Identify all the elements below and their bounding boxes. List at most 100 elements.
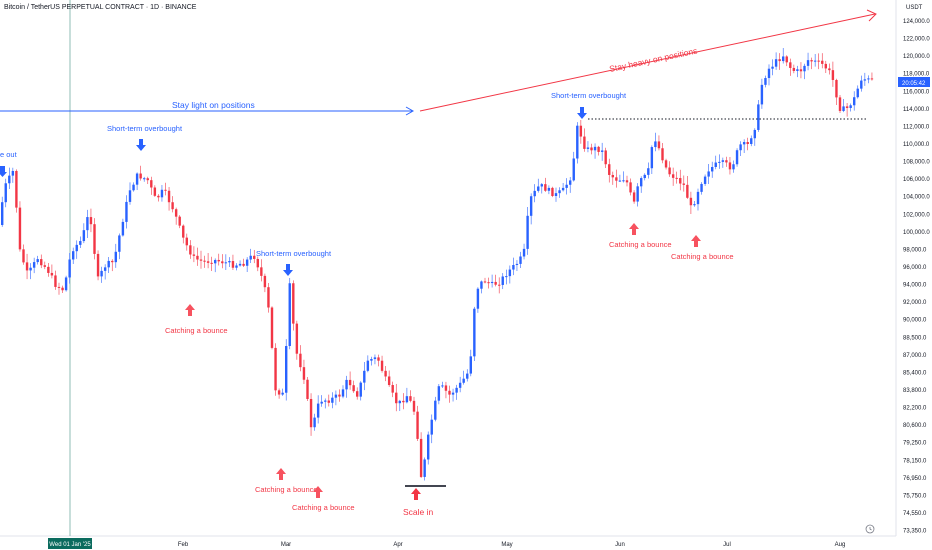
candle-body	[831, 70, 835, 80]
x-tick-label: Apr	[393, 542, 402, 548]
candle-body	[569, 180, 572, 185]
candle-body	[728, 162, 732, 170]
candle-body	[782, 56, 785, 62]
candle-body	[96, 253, 100, 277]
candle-body	[150, 180, 153, 188]
y-tick-label: 120,000.0	[903, 54, 930, 60]
candle-body	[210, 262, 213, 264]
candle-body	[853, 97, 856, 106]
candle-body	[700, 183, 703, 192]
candle-body	[622, 180, 625, 182]
red-up-arrow-icon	[276, 468, 286, 480]
svg-text:Catching a bounce: Catching a bounce	[671, 252, 734, 261]
candle-body	[79, 241, 82, 245]
candle-body	[565, 184, 568, 188]
candle-body	[189, 245, 192, 255]
candle-body	[47, 266, 50, 273]
candle-body	[664, 160, 668, 168]
timezone-icon[interactable]	[865, 524, 875, 534]
candle-body	[647, 168, 650, 175]
y-tick-label: 98,000.0	[903, 247, 927, 253]
candle-body	[597, 146, 600, 152]
price-axis[interactable]	[896, 0, 932, 550]
candle-body	[327, 400, 330, 403]
candle-body	[480, 281, 483, 289]
candle-body	[299, 353, 302, 368]
candle-body	[40, 259, 43, 266]
candle-body	[466, 373, 469, 379]
candle-body	[405, 396, 409, 403]
candle-body	[135, 173, 139, 185]
plot-area[interactable]	[0, 0, 896, 536]
candle-body	[54, 275, 57, 287]
candle-body	[387, 376, 391, 386]
candle-body	[43, 265, 46, 267]
timezone-icon-hands	[869, 527, 872, 531]
candle-body	[125, 201, 128, 222]
candle-body	[650, 147, 654, 169]
candle-body	[316, 403, 320, 418]
candle-body	[231, 261, 235, 268]
y-tick-label: 87,000.0	[903, 353, 927, 359]
candle-body	[402, 400, 405, 403]
candle-body	[118, 235, 121, 252]
candle-body	[757, 104, 760, 130]
candle-body	[235, 265, 238, 268]
y-tick-label: 90,000.0	[903, 318, 927, 324]
candle-body	[540, 184, 543, 187]
candle-body	[444, 385, 448, 391]
candle-body	[423, 459, 426, 477]
candle-body	[604, 150, 607, 165]
candle-body	[245, 259, 249, 266]
candle-body	[309, 398, 313, 428]
svg-text:e out: e out	[0, 150, 18, 159]
candle-body	[636, 186, 639, 202]
red-up-arrow-icon	[185, 304, 195, 316]
y-tick-label: 94,000.0	[903, 283, 927, 289]
candle-body	[561, 187, 565, 191]
candle-body	[522, 248, 526, 257]
candle-body	[363, 370, 366, 383]
candle-body	[455, 387, 458, 393]
candle-body	[721, 160, 725, 162]
candle-body	[554, 193, 558, 196]
y-tick-label: 104,000.0	[903, 195, 930, 201]
candle-body	[618, 180, 622, 182]
candle-body	[558, 190, 561, 194]
candle-body	[206, 261, 210, 263]
candle-body	[671, 174, 675, 178]
blue-down-arrow-icon	[0, 166, 7, 177]
y-tick-label: 76,950.0	[903, 476, 927, 482]
y-tick-label: 112,000.0	[903, 124, 930, 130]
stay-light-label: Stay light on positions	[172, 100, 255, 110]
annotation-bounce-2: Catching a bounce	[255, 468, 318, 494]
candle-body	[625, 180, 629, 183]
candle-body	[228, 261, 231, 263]
candle-body	[640, 178, 643, 187]
candle-body	[732, 164, 735, 170]
candle-body	[434, 400, 437, 420]
candle-body	[572, 158, 575, 181]
candle-body	[111, 260, 114, 263]
candle-body	[586, 147, 590, 149]
candle-body	[813, 60, 817, 62]
y-tick-label: 79,250.0	[903, 441, 927, 447]
candle-body	[380, 360, 384, 371]
candle-body	[352, 385, 355, 392]
candle-body	[838, 97, 842, 111]
candle-body	[476, 288, 480, 309]
candle-body	[760, 84, 764, 105]
x-tick-label: Mar	[281, 542, 291, 548]
candle-body	[441, 385, 444, 387]
y-tick-label: 73,350.0	[903, 529, 927, 535]
candle-body	[57, 286, 61, 288]
blue-down-arrow-icon	[283, 264, 293, 276]
x-tick-label: Wed 01 Jan '25	[49, 542, 91, 548]
x-tick-label: Jul	[723, 542, 731, 548]
candle-body	[214, 259, 217, 264]
candle-body	[512, 264, 515, 270]
candle-body	[412, 400, 416, 412]
candle-body	[199, 259, 203, 261]
candle-body	[810, 60, 813, 62]
